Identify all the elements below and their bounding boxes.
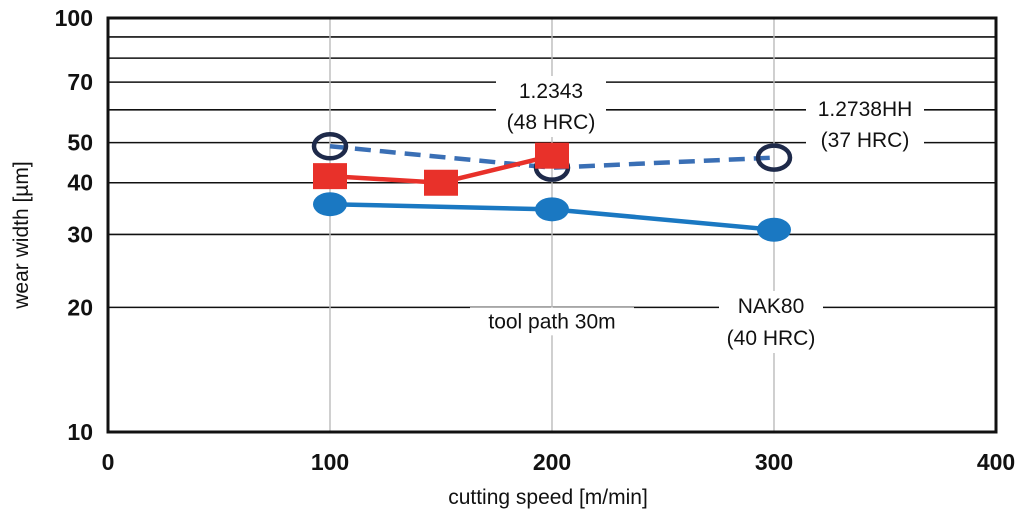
series-label-name: 1.2738HH xyxy=(818,98,913,121)
annotation-bg xyxy=(470,307,634,336)
annotation-text: tool path 30m xyxy=(488,310,615,333)
plot-frame xyxy=(106,16,998,434)
x-tick-label: 400 xyxy=(977,449,1015,475)
data-point xyxy=(535,142,569,169)
data-point xyxy=(535,197,569,222)
series-label-name: NAK80 xyxy=(738,295,805,318)
x-tick-label: 300 xyxy=(755,449,793,475)
data-point xyxy=(313,192,347,217)
series-labels-layer: 1.2738HH (37 HRC) 1.2343 (48 HRC) NAK80 (40 H… xyxy=(470,76,924,353)
series-1 xyxy=(313,142,569,196)
y-tick-label: 10 xyxy=(67,419,93,445)
y-tick-labels: 10 20 30 40 50 70 100 xyxy=(55,5,93,445)
x-tick-label: 200 xyxy=(533,449,571,475)
series-label-bg xyxy=(496,76,606,137)
y-axis-title: wear width [µm] xyxy=(10,161,33,309)
series-layer xyxy=(311,132,793,242)
series-label-name: 1.2343 xyxy=(519,80,583,103)
x-tick-labels: 0 100 200 300 400 xyxy=(102,449,1016,475)
series-label-bg xyxy=(719,291,823,353)
data-point xyxy=(757,217,791,242)
x-tick-label: 100 xyxy=(311,449,349,475)
series-2 xyxy=(313,192,791,242)
y-tick-label: 30 xyxy=(67,221,93,247)
y-tick-label: 40 xyxy=(67,170,93,196)
y-tick-label: 50 xyxy=(67,130,93,156)
data-point xyxy=(755,143,793,172)
series-label-hardness: (48 HRC) xyxy=(507,111,596,134)
data-point xyxy=(424,169,458,196)
series-label-hardness: (40 HRC) xyxy=(727,327,816,350)
data-point xyxy=(313,163,347,190)
series-label-bg xyxy=(806,94,924,155)
y-tick-label: 70 xyxy=(67,69,93,95)
x-axis-title: cutting speed [m/min] xyxy=(448,486,648,509)
series-label-hardness: (37 HRC) xyxy=(821,129,910,152)
data-point xyxy=(311,132,349,161)
x-tick-label: 0 xyxy=(102,449,115,475)
y-tick-label: 100 xyxy=(55,5,93,31)
y-tick-label: 20 xyxy=(67,294,93,320)
